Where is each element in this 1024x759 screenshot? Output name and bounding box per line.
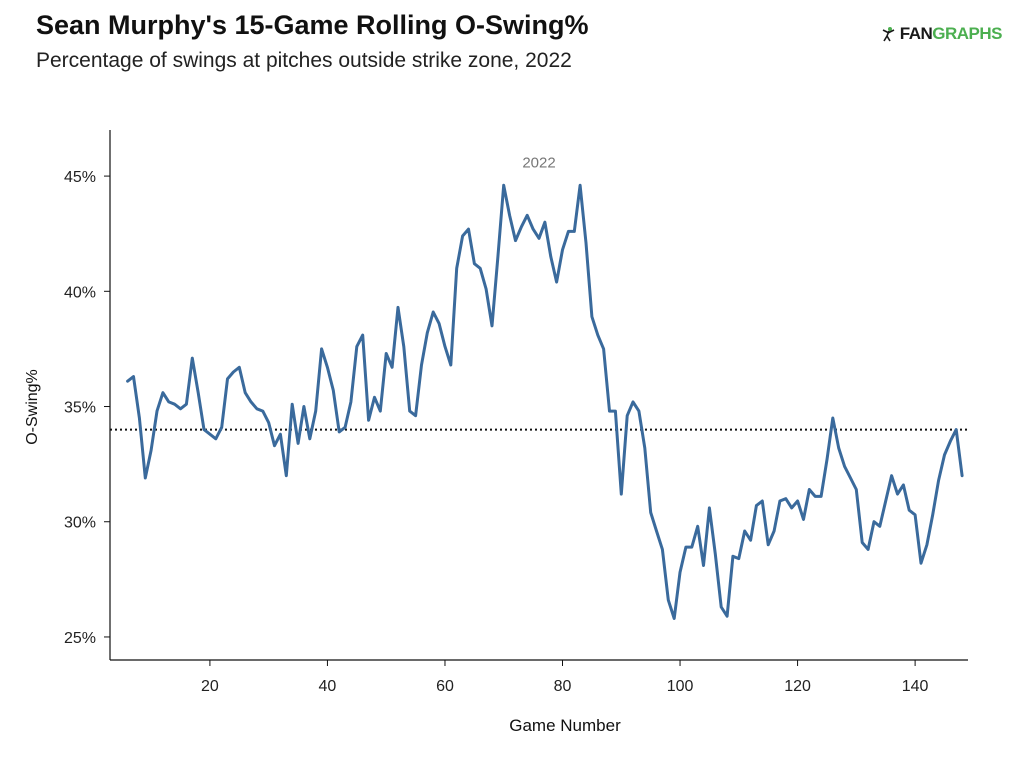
series-label: 2022: [522, 154, 555, 171]
logo-fan-text: FAN: [899, 24, 933, 43]
y-tick-label: 25%: [64, 630, 96, 647]
x-tick-label: 20: [201, 678, 219, 695]
x-tick-label: 80: [554, 678, 572, 695]
y-tick-label: 30%: [64, 515, 96, 532]
y-tick-label: 35%: [64, 400, 96, 417]
chart-subtitle: Percentage of swings at pitches outside …: [36, 49, 572, 72]
logo-graphs-text: GRAPHS: [932, 24, 1002, 43]
chart-marks: 2022: [110, 154, 968, 620]
series-line-2022: [126, 183, 964, 620]
x-tick-label: 100: [667, 678, 694, 695]
y-tick-label: 40%: [64, 284, 96, 301]
batter-icon: [882, 27, 895, 42]
x-tick-label: 120: [784, 678, 811, 695]
x-tick-label: 60: [436, 678, 454, 695]
y-tick-label: 45%: [64, 169, 96, 186]
chart-title: Sean Murphy's 15-Game Rolling O-Swing%: [36, 10, 589, 40]
x-tick-label: 140: [902, 678, 929, 695]
fangraphs-logo: FAN GRAPHS: [881, 24, 1002, 44]
x-tick-label: 40: [319, 678, 337, 695]
x-axis-label: Game Number: [509, 716, 621, 735]
chart-axes: 25% 30% 35% 40% 45% 20 40 60 80 100 120 140: [64, 130, 968, 695]
